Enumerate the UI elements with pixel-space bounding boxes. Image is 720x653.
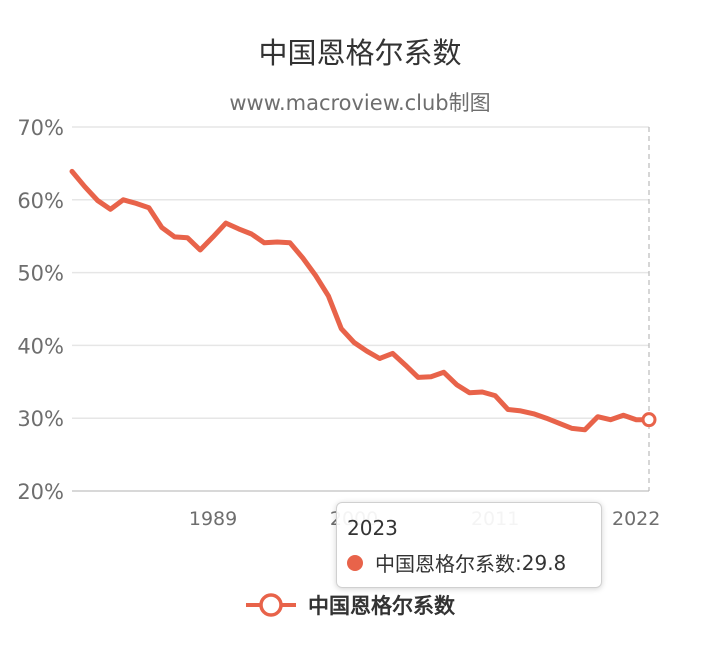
legend-label: 中国恩格尔系数 [308, 594, 456, 618]
y-tick-label: 30% [17, 407, 64, 431]
highlighted-point[interactable] [641, 412, 657, 428]
series-line[interactable] [69, 168, 652, 433]
y-tick-label: 20% [17, 480, 64, 504]
tooltip-series-dot [347, 554, 363, 571]
chart-title: 中国恩格尔系数 [258, 36, 461, 70]
legend-marker [259, 593, 283, 617]
tooltip-series-name: 中国恩格尔系数 [375, 552, 515, 576]
tooltip-separator: : [515, 550, 522, 575]
tooltip-value: 29.8 [521, 550, 567, 575]
y-tick-label: 50% [17, 262, 64, 286]
chart-subtitle: www.macroview.club制图 [229, 91, 490, 115]
tooltip-title: 2023 [347, 516, 398, 540]
tooltip: 2023 中国恩格尔系数 : 29.8 [336, 502, 602, 588]
x-tick-label: 1989 [189, 508, 237, 530]
y-tick-label: 70% [17, 116, 64, 140]
y-tick-label: 40% [17, 334, 64, 358]
y-tick-label: 60% [17, 189, 64, 213]
x-tick-label: 2022 [612, 508, 660, 530]
grid [72, 126, 650, 492]
axes: 20%30%40%50%60%70%1989200020112022 [17, 116, 660, 530]
legend[interactable]: 中国恩格尔系数 [246, 593, 456, 618]
series-layer [69, 168, 657, 433]
tooltip-row: 中国恩格尔系数 : 29.8 [347, 548, 591, 577]
